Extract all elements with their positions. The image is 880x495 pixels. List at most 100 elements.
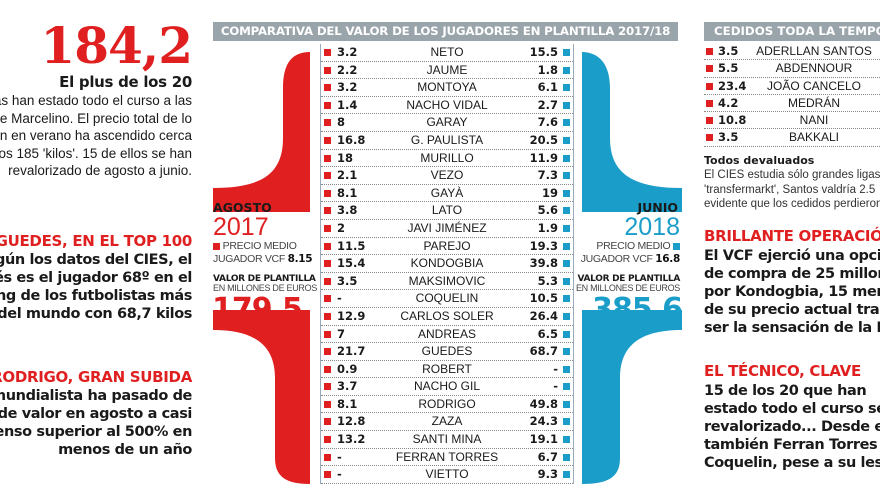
junio-value: 2.7: [537, 97, 558, 112]
text-line: estado todo el curso se han: [704, 401, 880, 417]
agosto-value: 3.5: [718, 130, 739, 145]
table-row: 16.8 G. PAULISTA 20.5: [321, 132, 573, 150]
blue-square-icon: [563, 101, 570, 109]
table-row: 1.4 NACHO VIDAL 2.7: [321, 97, 573, 115]
table-row: 8.1 GAYÀ 19: [321, 185, 573, 203]
jugador-label: JUGADOR VCF: [580, 253, 653, 265]
red-square-icon: [324, 172, 331, 180]
right-column: CEDIDOS TODA LA TEMPORADA 3.5 ADERLLAN SA…: [700, 0, 880, 495]
agosto-value: 18: [337, 150, 354, 165]
red-square-icon: [324, 49, 331, 56]
text-line: El CIES estudia sólo grandes ligas: [704, 169, 880, 181]
devaluados-body: El CIES estudia sólo grandes ligas 'tran…: [704, 168, 880, 212]
red-square-icon: [324, 436, 331, 444]
red-square-icon: [324, 260, 331, 268]
blue-square-icon: [563, 330, 570, 338]
red-square-icon: [324, 66, 331, 74]
junio-value: 5.3: [537, 273, 558, 288]
red-square-icon: [324, 418, 331, 426]
player-name: ROBERT: [422, 361, 472, 376]
blue-square-icon: [563, 471, 570, 479]
blue-square-icon: [563, 400, 570, 408]
text-line: evidente que los cedidos perdieron: [704, 198, 880, 210]
blue-square-icon: [563, 242, 570, 250]
junio-value: 1.8: [537, 62, 558, 77]
text-line: de su precio actual tras: [704, 302, 880, 318]
red-square-icon: [324, 154, 331, 162]
red-square-icon: [324, 383, 331, 391]
left-column: 184,2 El plus de los 20 futbolistas han …: [0, 0, 200, 495]
blue-square-icon: [563, 207, 570, 215]
agosto-value: 8.1: [337, 185, 358, 200]
agosto-value: -: [337, 449, 342, 464]
text-line: por Kondogbia, 15 menos: [704, 284, 880, 300]
agosto-value: 12.9: [337, 308, 366, 323]
table-row: 11.5 PAREJO 19.3: [321, 238, 573, 256]
agosto-value: 3.5: [337, 273, 358, 288]
red-square-icon: [324, 295, 331, 303]
player-name: PAREJO: [423, 238, 471, 253]
table-row: 13.2 SANTI MINA 19.1: [321, 431, 573, 449]
player-name: MEDRÁN: [787, 95, 840, 110]
player-name: CARLOS SOLER: [400, 308, 494, 323]
blue-square-icon: [563, 348, 570, 356]
player-name: GARAY: [426, 115, 468, 130]
blue-square-icon: [563, 260, 570, 268]
blue-square-icon: [563, 295, 570, 303]
agosto-month-label: AGOSTO: [213, 200, 272, 215]
agosto-value: 7: [337, 326, 346, 341]
player-name: VIETTO: [425, 467, 469, 482]
junio-value: 49.8: [529, 396, 558, 411]
junio-bracket-shape: [582, 52, 682, 484]
player-name: NANI: [799, 113, 829, 128]
precio-label: PRECIO MEDIO: [596, 240, 671, 252]
junio-value: -: [553, 379, 558, 394]
player-name: GUEDES: [421, 344, 473, 359]
agosto-valor-label: VALOR DE PLANTILLA: [213, 274, 316, 284]
agosto-value: 12.8: [337, 414, 366, 429]
player-name: MAKSIMOVIC: [408, 273, 486, 288]
text-line: 'transfermarkt', Santos valdría 2.5: [704, 183, 876, 196]
blue-square-icon: [563, 172, 570, 180]
red-square-icon: [324, 119, 331, 127]
brillante-heading: BRILLANTE OPERACIÓN: [704, 227, 880, 245]
tecnico-body: 15 de los 20 que han estado todo el curs…: [704, 382, 880, 472]
guedes-body: Según los datos del CIES, el portugués e…: [0, 252, 192, 322]
agosto-value: 21.7: [337, 344, 366, 359]
player-name: SANTI MINA: [412, 432, 482, 447]
blue-square-icon: [563, 66, 570, 74]
table-row: 21.7 GUEDES 68.7: [321, 343, 573, 361]
text-line: de compra de 25 millones: [704, 266, 880, 282]
agosto-value: 2.1: [337, 168, 358, 183]
agosto-value: -: [337, 467, 342, 482]
junio-value: 9.3: [537, 467, 558, 482]
junio-value: 15.5: [529, 45, 558, 59]
junio-month-label: JUNIO: [637, 200, 678, 215]
player-name: COQUELIN: [415, 291, 479, 306]
junio-value: 6.5: [537, 326, 558, 341]
junio-value: 7.6: [537, 115, 558, 130]
table-row: 3.5 MAKSIMOVIC 5.3: [321, 273, 573, 291]
junio-value: 1.9: [537, 220, 558, 235]
player-name: ADERLLAN SANTOS: [756, 44, 872, 58]
plus-body: futbolistas han estado todo el curso a l…: [0, 93, 192, 178]
agosto-value: 2.2: [337, 62, 358, 77]
junio-value: 6.1: [537, 80, 558, 95]
player-name: ABDENNOUR: [775, 61, 853, 76]
table-row: 18 MURILLO 11.9: [321, 150, 573, 168]
agosto-value: 3.2: [337, 45, 358, 59]
junio-value: 10.5: [529, 291, 558, 306]
red-square-icon: [324, 224, 331, 232]
junio-precio-row: JUGADOR VCF 16.8: [580, 253, 681, 266]
text-line: El VCF ejerció una opción: [704, 248, 880, 264]
red-square-icon: [324, 348, 331, 356]
junio-value: 6.7: [537, 449, 558, 464]
agosto-precio-row: JUGADOR VCF 8.15: [213, 253, 313, 266]
agosto-value: 16.8: [337, 132, 366, 147]
agosto-valor-sub: EN MILLONES DE EUROS: [213, 283, 318, 293]
junio-value: 24.3: [529, 414, 558, 429]
devaluados-title: Todos devaluados: [704, 154, 815, 167]
table-row: 3.2 NETO 15.5: [321, 44, 573, 62]
players-table: 3.2 NETO 15.5 2.2 JAUME 1.8 3.2 MONTOYA 6.1 1.…: [320, 44, 574, 484]
junio-value: 19.1: [529, 432, 558, 447]
